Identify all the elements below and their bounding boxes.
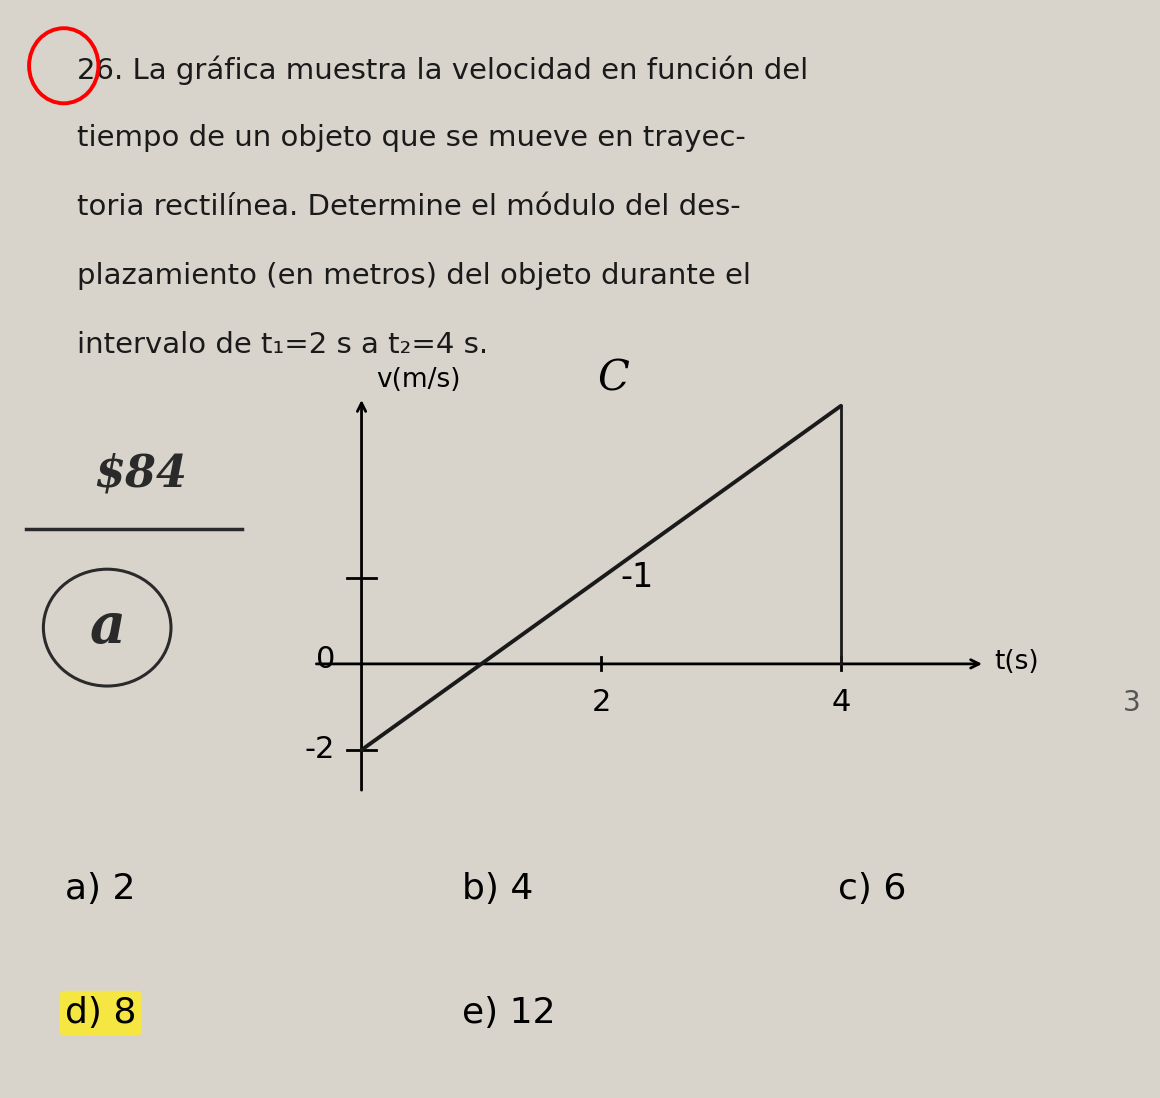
Text: v(m/s): v(m/s): [376, 367, 461, 393]
Text: C: C: [597, 357, 629, 400]
Text: toria rectilínea. Determine el módulo del des-: toria rectilínea. Determine el módulo de…: [77, 193, 740, 221]
Text: 26. La gráfica muestra la velocidad en función del: 26. La gráfica muestra la velocidad en f…: [77, 55, 807, 85]
Text: 3: 3: [1123, 688, 1140, 717]
Text: a: a: [89, 601, 125, 656]
Text: intervalo de t₁=2 s a t₂=4 s.: intervalo de t₁=2 s a t₂=4 s.: [77, 330, 487, 359]
Text: plazamiento (en metros) del objeto durante el: plazamiento (en metros) del objeto duran…: [77, 262, 751, 290]
Text: 2: 2: [592, 687, 611, 717]
Text: c) 6: c) 6: [838, 873, 906, 906]
Text: -2: -2: [305, 736, 335, 764]
Text: 4: 4: [832, 687, 850, 717]
Text: -1: -1: [621, 561, 654, 594]
Text: a) 2: a) 2: [65, 873, 136, 906]
Text: tiempo de un objeto que se mueve en trayec-: tiempo de un objeto que se mueve en tray…: [77, 124, 746, 153]
Text: b) 4: b) 4: [462, 873, 534, 906]
Text: $84: $84: [94, 452, 187, 495]
Text: e) 12: e) 12: [462, 996, 556, 1030]
Text: t(s): t(s): [994, 649, 1039, 675]
Text: 0: 0: [316, 646, 335, 674]
Text: d) 8: d) 8: [65, 996, 137, 1030]
